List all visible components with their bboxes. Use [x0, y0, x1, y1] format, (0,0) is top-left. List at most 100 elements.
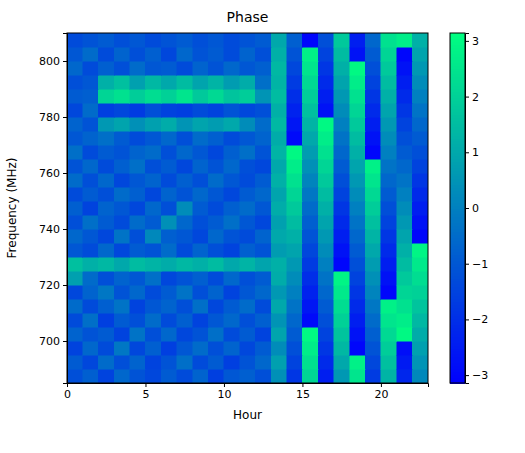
heatmap-cell — [318, 341, 334, 355]
heatmap-cell — [193, 89, 209, 103]
heatmap-cell — [114, 229, 130, 243]
heatmap-cell — [287, 187, 303, 201]
heatmap-cell — [287, 257, 303, 271]
colorbar-swatch — [450, 188, 465, 191]
heatmap-cell — [318, 131, 334, 145]
heatmap-cell — [98, 61, 114, 75]
tick-label: 740 — [39, 223, 60, 236]
heatmap-cell — [412, 131, 428, 145]
heatmap-cell — [318, 117, 334, 131]
heatmap-cell — [145, 313, 161, 327]
tick: 780 — [39, 111, 67, 124]
heatmap-cell — [114, 271, 130, 285]
heatmap-cell — [350, 271, 366, 285]
heatmap-cell — [365, 313, 381, 327]
heatmap-cell — [130, 285, 146, 299]
tick-mark — [63, 61, 67, 62]
heatmap-cell — [334, 117, 350, 131]
tick: 5 — [142, 383, 149, 401]
heatmap-cell — [302, 103, 318, 117]
heatmap-cell — [412, 145, 428, 159]
heatmap-cell — [67, 187, 83, 201]
axis-line — [466, 34, 470, 384]
heatmap-cell — [302, 355, 318, 369]
heatmap-cell — [114, 61, 130, 75]
heatmap-cell — [334, 145, 350, 159]
heatmap-cell — [240, 187, 256, 201]
colorbar-swatch — [450, 243, 465, 246]
heatmap-cell — [318, 229, 334, 243]
heatmap-cell — [208, 285, 224, 299]
heatmap-cell — [255, 355, 271, 369]
heatmap-cell — [224, 285, 240, 299]
heatmap-cell — [334, 89, 350, 103]
colorbar-swatch — [450, 68, 465, 71]
heatmap-cell — [334, 299, 350, 313]
heatmap-cell — [287, 271, 303, 285]
heatmap-cell — [271, 131, 287, 145]
heatmap-cell — [177, 299, 193, 313]
heatmap-cell — [224, 271, 240, 285]
heatmap-cell — [287, 131, 303, 145]
heatmap-cell — [302, 61, 318, 75]
heatmap-cell — [67, 131, 83, 145]
heatmap-cell — [302, 187, 318, 201]
colorbar-swatch — [450, 208, 465, 211]
heatmap-cell — [130, 75, 146, 89]
heatmap-cell — [98, 271, 114, 285]
heatmap-cell — [240, 103, 256, 117]
heatmap-cell — [397, 89, 413, 103]
heatmap-cell — [208, 215, 224, 229]
heatmap-cell — [224, 187, 240, 201]
heatmap-cell — [145, 173, 161, 187]
heatmap-cell — [130, 313, 146, 327]
heatmap-cell — [381, 285, 397, 299]
heatmap-cell — [114, 131, 130, 145]
heatmap-cell — [350, 257, 366, 271]
heatmap-cell — [381, 313, 397, 327]
heatmap-cell — [161, 327, 177, 341]
heatmap-cell — [350, 89, 366, 103]
heatmap-cell — [161, 187, 177, 201]
heatmap-cell — [255, 89, 271, 103]
heatmap-cell — [287, 369, 303, 383]
heatmap-cell — [255, 159, 271, 173]
heatmap-cell — [193, 257, 209, 271]
colorbar-swatch — [450, 112, 465, 115]
tick: 0 — [64, 383, 71, 401]
heatmap-cell — [240, 47, 256, 61]
heatmap-cell — [365, 131, 381, 145]
heatmap-cell — [224, 313, 240, 327]
heatmap-cell — [67, 299, 83, 313]
heatmap-cell — [224, 299, 240, 313]
heatmap-cell — [130, 33, 146, 47]
tick: 1 — [465, 146, 479, 159]
heatmap-cell — [302, 131, 318, 145]
heatmap-cell — [365, 159, 381, 173]
heatmap-cell — [114, 47, 130, 61]
heatmap-cell — [224, 33, 240, 47]
heatmap-cells — [67, 33, 428, 383]
colorbar-swatch — [450, 100, 465, 103]
colorbar-swatch — [450, 193, 465, 196]
heatmap-cell — [334, 271, 350, 285]
heatmap-cell — [208, 103, 224, 117]
heatmap-cell — [98, 173, 114, 187]
heatmap-cell — [98, 299, 114, 313]
heatmap-cell — [381, 145, 397, 159]
heatmap-cell — [287, 117, 303, 131]
heatmap-cell — [302, 117, 318, 131]
heatmap-cell — [412, 187, 428, 201]
heatmap-cell — [365, 187, 381, 201]
heatmap-cell — [224, 131, 240, 145]
heatmap-cell — [98, 229, 114, 243]
colorbar-swatch — [450, 246, 465, 249]
heatmap-cell — [161, 285, 177, 299]
heatmap-cell — [287, 313, 303, 327]
heatmap-cell — [271, 75, 287, 89]
heatmap-cell — [302, 215, 318, 229]
heatmap-cell — [193, 159, 209, 173]
colorbar-swatch — [450, 196, 465, 199]
heatmap-cell — [130, 341, 146, 355]
colorbar-swatch — [450, 275, 465, 278]
